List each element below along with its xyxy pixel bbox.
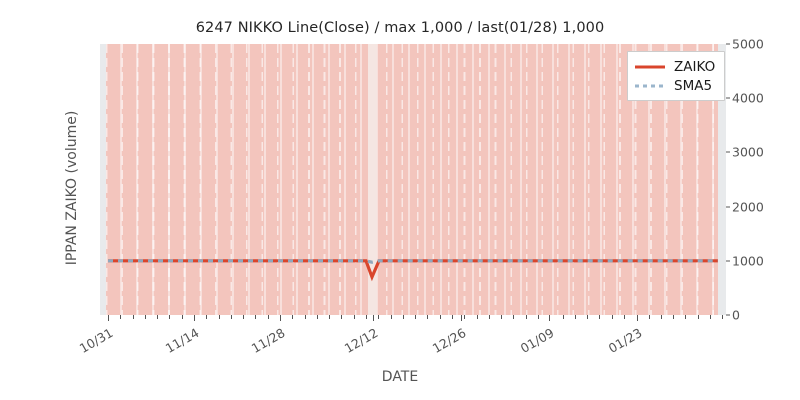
xtick-mark-1: [194, 315, 195, 321]
xtick-mark-minor: [685, 315, 687, 319]
xtick-label-5: 01/09: [517, 325, 557, 357]
xtick-mark-minor: [255, 315, 257, 319]
xtick-label-1: 11/14: [162, 325, 202, 357]
xtick-mark-minor: [169, 315, 171, 319]
xtick-mark-minor: [710, 315, 711, 319]
xtick-mark-minor: [624, 315, 625, 319]
xtick-mark-minor: [132, 315, 134, 319]
xtick-mark-minor: [599, 315, 601, 319]
legend-label-zaiko: ZAIKO: [674, 58, 716, 75]
xtick-mark-minor: [181, 315, 183, 319]
xtick-mark-minor: [574, 315, 576, 319]
xtick-mark-minor: [341, 315, 343, 319]
xtick-mark-minor: [218, 315, 220, 319]
xtick-mark-minor: [267, 315, 269, 319]
ytick-label-1000: 1000: [732, 253, 764, 269]
xtick-mark-minor: [660, 315, 662, 319]
xtick-mark-minor: [366, 315, 367, 319]
ytick-label-4000: 4000: [732, 90, 764, 106]
xtick-mark-minor: [452, 315, 453, 319]
xtick-mark-minor: [206, 315, 208, 319]
xtick-mark-minor: [439, 315, 441, 319]
xtick-mark-minor: [648, 315, 650, 319]
xtick-mark-minor: [120, 315, 122, 319]
xtick-mark-minor: [587, 315, 589, 319]
xtick-mark-6: [637, 315, 638, 321]
chart-title: 6247 NIKKO Line(Close) / max 1,000 / las…: [195, 20, 605, 36]
xtick-mark-minor: [538, 315, 539, 319]
xtick-mark-minor: [230, 315, 232, 319]
xtick-mark-minor: [329, 315, 331, 319]
xtick-mark-minor: [304, 315, 306, 319]
ytick-label-2000: 2000: [732, 199, 764, 215]
legend-swatch-zaiko-icon: [635, 61, 665, 73]
xtick-mark-minor: [390, 315, 392, 319]
series-zaiko-line: [108, 259, 718, 282]
xtick-mark-5: [549, 315, 550, 321]
xtick-mark-minor: [157, 315, 159, 319]
xtick-mark-minor: [673, 315, 675, 319]
xtick-mark-minor: [144, 315, 146, 319]
xtick-mark-minor: [378, 315, 380, 319]
xtick-mark-minor: [292, 315, 294, 319]
ytick-mark-5000: [726, 43, 730, 45]
xtick-mark-3: [373, 315, 374, 321]
xtick-mark-minor: [353, 315, 355, 319]
legend-swatch-sma5-icon: [635, 80, 665, 92]
legend-item-zaiko[interactable]: ZAIKO: [635, 57, 715, 76]
xtick-label-0: 10/31: [76, 325, 116, 357]
xtick-mark-minor: [316, 315, 318, 319]
xtick-mark-minor: [697, 315, 699, 319]
xtick-mark-minor: [513, 315, 515, 319]
xtick-mark-minor: [427, 315, 429, 319]
xtick-label-2: 11/28: [248, 325, 288, 357]
series-sma5-line: [108, 259, 718, 264]
xtick-mark-minor: [562, 315, 564, 319]
xtick-mark-minor: [611, 315, 613, 319]
ytick-mark-2000: [726, 206, 730, 208]
ytick-mark-0: [726, 314, 730, 316]
ytick-label-3000: 3000: [732, 144, 764, 160]
xtick-mark-4: [461, 315, 462, 321]
data-gap-band: [368, 44, 377, 315]
xtick-mark-0: [108, 315, 109, 321]
y-axis-title: IPPAN ZAIKO (volume): [64, 110, 80, 266]
x-axis-title: DATE: [381, 369, 419, 385]
xtick-label-6: 01/23: [605, 325, 645, 357]
chart-legend[interactable]: ZAIKO SMA5: [627, 51, 726, 101]
xtick-mark-minor: [476, 315, 478, 319]
ytick-label-0: 0: [732, 307, 740, 323]
xtick-mark-minor: [722, 315, 724, 319]
series-layer: [100, 44, 726, 315]
xtick-mark-2: [280, 315, 281, 321]
xtick-mark-minor: [243, 315, 245, 319]
ytick-mark-4000: [726, 97, 730, 99]
xtick-mark-minor: [464, 315, 466, 319]
xtick-label-3: 12/12: [341, 325, 381, 357]
xtick-mark-minor: [501, 315, 503, 319]
xtick-mark-minor: [525, 315, 527, 319]
legend-item-sma5[interactable]: SMA5: [635, 76, 715, 95]
ytick-label-5000: 5000: [732, 36, 764, 52]
ytick-mark-3000: [726, 151, 730, 153]
xtick-mark-minor: [402, 315, 404, 319]
xtick-mark-minor: [415, 315, 417, 319]
xtick-label-4: 12/26: [429, 325, 469, 357]
ytick-mark-1000: [726, 260, 730, 262]
xtick-mark-minor: [488, 315, 490, 319]
legend-label-sma5: SMA5: [674, 77, 713, 94]
